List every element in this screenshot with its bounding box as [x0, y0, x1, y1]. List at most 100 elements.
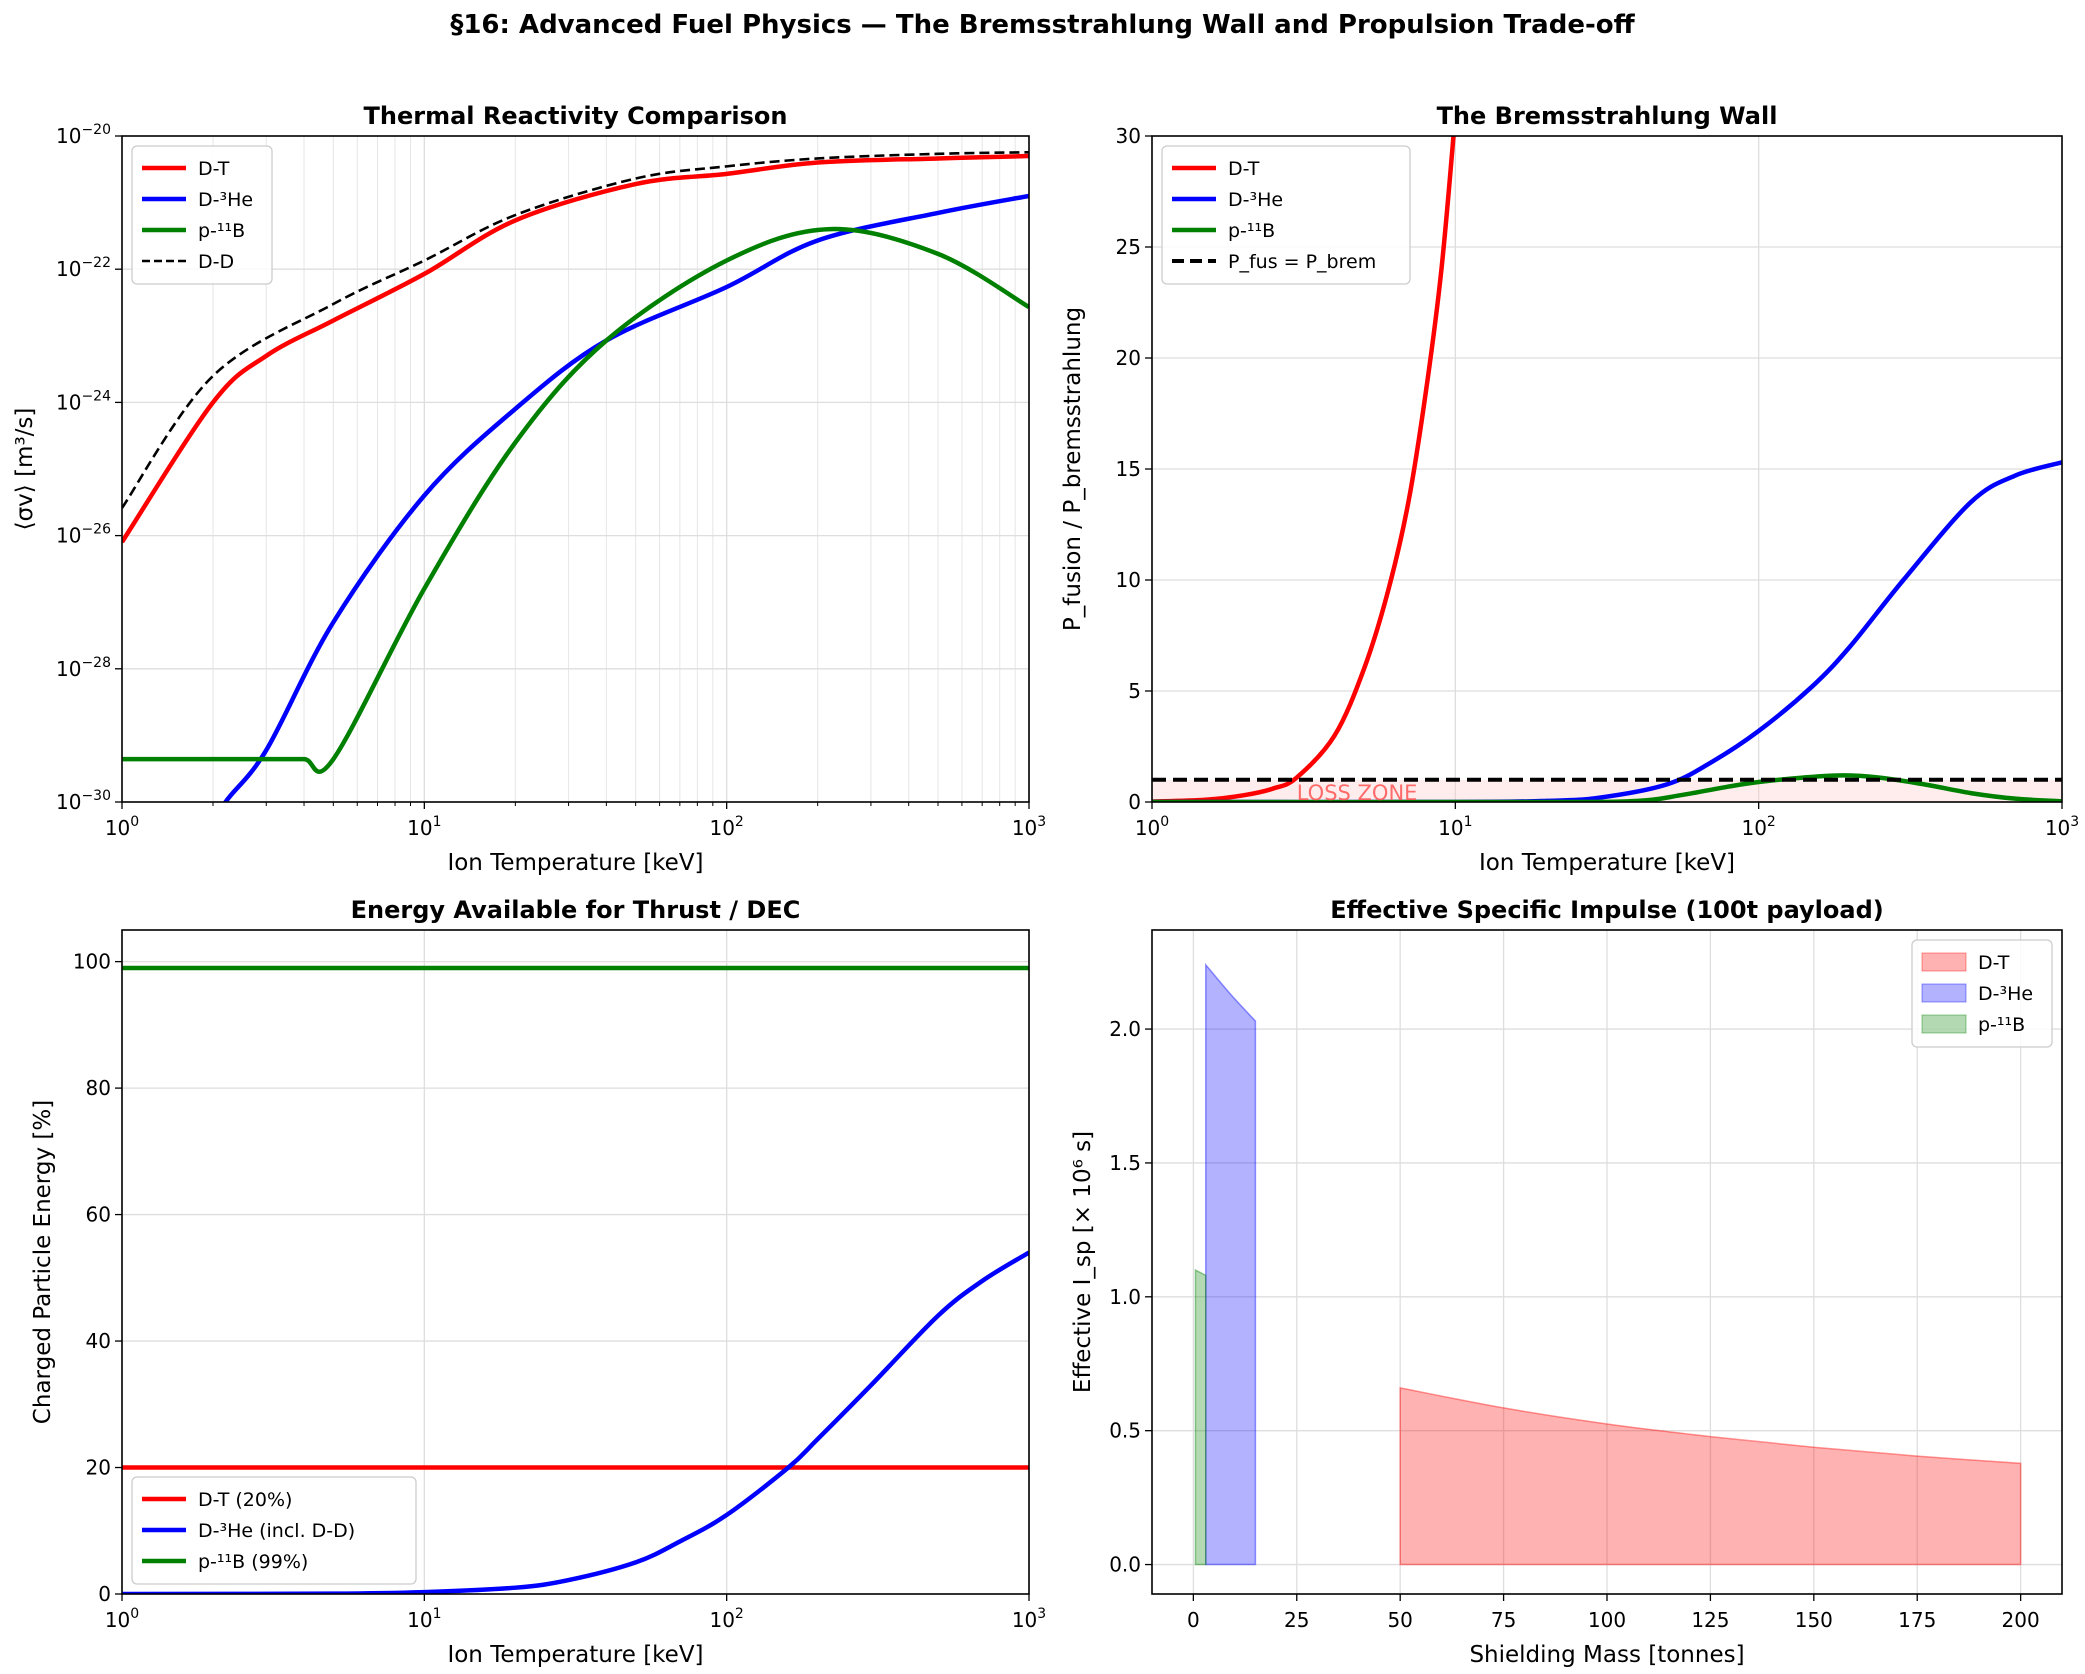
legend-frame: [131, 1476, 417, 1585]
x-axis-label: Ion Temperature [keV]: [447, 1642, 703, 1668]
x-axis-label: Ion Temperature [keV]: [447, 850, 703, 876]
subplot-1: 100 101 102 10310−3010−2810−2610−2410−2210−…: [12, 102, 1046, 876]
subplot-title: Thermal Reactivity Comparison: [364, 102, 788, 130]
y-tick-label: 20: [86, 1456, 111, 1480]
legend-label: D-T: [1228, 158, 1260, 180]
tick-exponent: 0: [130, 814, 139, 830]
tick-exponent: −24: [81, 388, 111, 404]
subplot-title: Effective Specific Impulse (100t payload…: [1330, 896, 1883, 924]
loss-zone-fill: [1152, 779, 2062, 802]
y-axis-label: ⟨σv⟩ [m³/s]: [12, 408, 38, 531]
x-tick-label: 125: [1691, 1608, 1729, 1632]
legend-label: D-³He: [1978, 983, 2033, 1005]
y-axis-label: Effective I_sp [× 10⁶ s]: [1070, 1131, 1096, 1393]
x-tick-label: 0: [1187, 1608, 1200, 1632]
series-d-he-area: [1205, 962, 1257, 1566]
tick-exponent: 2: [735, 814, 744, 830]
ticks: 0 25 50 75 100 125 150 175 200 0.0 0.5 1.0 1.5 2.0: [1109, 1017, 2040, 1632]
subplot-title: The Bremsstrahlung Wall: [1437, 102, 1778, 130]
legend-item: D-³He: [1921, 983, 2033, 1005]
x-tick-label: 150: [1795, 1608, 1833, 1632]
figure-title: §16: Advanced Fuel Physics — The Bremsst…: [450, 10, 1635, 40]
x-tick-label: 103: [1012, 814, 1046, 840]
series-p-b-line: [122, 226, 1029, 775]
series-d-he-line: [1152, 460, 2062, 802]
y-tick-label: 80: [86, 1076, 111, 1100]
y-tick-label: 10−28: [56, 655, 111, 681]
legend-label: D-³He: [198, 189, 253, 211]
y-tick-label: 10: [1116, 568, 1141, 592]
legend-item: D-D: [142, 251, 234, 273]
x-tick-label: 100: [105, 1606, 139, 1632]
subplot-4: 0 25 50 75 100 125 150 175 200 0.0 0.5 1.0 1.5 2.0 Eff…: [1070, 896, 2063, 1668]
x-tick-label: 102: [709, 1606, 743, 1632]
x-tick-label: 50: [1387, 1608, 1412, 1632]
y-tick-label: 1.0: [1109, 1285, 1141, 1309]
legend-item: D-³He: [1172, 189, 1283, 211]
legend: D-T D-³He p-¹¹B: [1911, 939, 2053, 1048]
x-tick-label: 101: [407, 814, 441, 840]
series-p-b-area: [1194, 1268, 1207, 1566]
x-tick-label: 102: [709, 814, 743, 840]
tick-exponent: −20: [81, 122, 111, 138]
y-axis-label: P_fusion / P_bremsstrahlung: [1060, 307, 1086, 631]
legend-item: p-¹¹B: [1172, 220, 1275, 242]
tick-exponent: 3: [1037, 1606, 1046, 1622]
legend-label: D-T: [1978, 952, 2010, 974]
y-tick-label: 100: [73, 950, 111, 974]
tick-exponent: 3: [2070, 814, 2079, 830]
tick-exponent: 3: [1037, 814, 1046, 830]
series-d-t-line: [1152, 136, 1456, 802]
legend-item: D-T: [1921, 952, 2010, 974]
legend-label: D-T: [198, 158, 230, 180]
y-tick-label: 10−26: [56, 522, 111, 548]
y-tick-label: 10−22: [56, 255, 111, 281]
x-axis-label: Ion Temperature [keV]: [1479, 850, 1735, 876]
y-tick-label: 30: [1116, 124, 1141, 148]
x-tick-label: 101: [407, 1606, 441, 1632]
legend-label: D-T (20%): [198, 1489, 292, 1511]
series-d-he-incl-d-d--line: [122, 1250, 1029, 1594]
tick-exponent: 2: [1767, 814, 1776, 830]
y-tick-label: 15: [1116, 457, 1141, 481]
tick-exponent: −30: [81, 788, 111, 804]
legend-swatch: [1921, 952, 1967, 972]
legend-label: p-¹¹B: [1978, 1014, 2025, 1036]
series-d-t-line: [122, 153, 1029, 544]
x-tick-label: 102: [1741, 814, 1775, 840]
legend-label: p-¹¹B: [198, 220, 245, 242]
legend-swatch: [1921, 1014, 1967, 1034]
legend: D-T D-³He p-¹¹B D-D: [131, 145, 273, 285]
y-tick-label: 40: [86, 1329, 111, 1353]
x-tick-label: 100: [1135, 814, 1169, 840]
legend-label: P_fus = P_brem: [1228, 251, 1376, 273]
tick-exponent: −28: [81, 655, 111, 671]
series-d-d-line: [122, 150, 1029, 509]
legend-item: p-¹¹B: [1921, 1014, 2025, 1036]
y-tick-label: 0.5: [1109, 1419, 1141, 1443]
x-tick-label: 200: [2002, 1608, 2040, 1632]
grid: [121, 930, 1030, 1595]
series-d-t-area: [1399, 1386, 2022, 1566]
tick-exponent: 2: [735, 1606, 744, 1622]
plot-area: [1152, 136, 2062, 802]
legend-item: D-T: [1172, 158, 1260, 180]
x-tick-label: 175: [1898, 1608, 1936, 1632]
legend-frame: [1161, 145, 1411, 285]
legend-frame: [1911, 939, 2053, 1048]
legend-label: D-D: [198, 251, 234, 273]
axes-frame: [121, 135, 1030, 803]
x-tick-label: 103: [2045, 814, 2079, 840]
legend-label: D-³He (incl. D-D): [198, 1520, 355, 1542]
legend-item: D-T: [142, 158, 230, 180]
y-tick-label: 0: [1128, 790, 1141, 814]
x-tick-label: 100: [105, 814, 139, 840]
x-tick-label: 101: [1438, 814, 1472, 840]
legend-item: D-³He (incl. D-D): [142, 1520, 355, 1542]
legend: D-T (20%) D-³He (incl. D-D) p-¹¹B (99%): [131, 1476, 417, 1585]
x-tick-label: 100: [1588, 1608, 1626, 1632]
